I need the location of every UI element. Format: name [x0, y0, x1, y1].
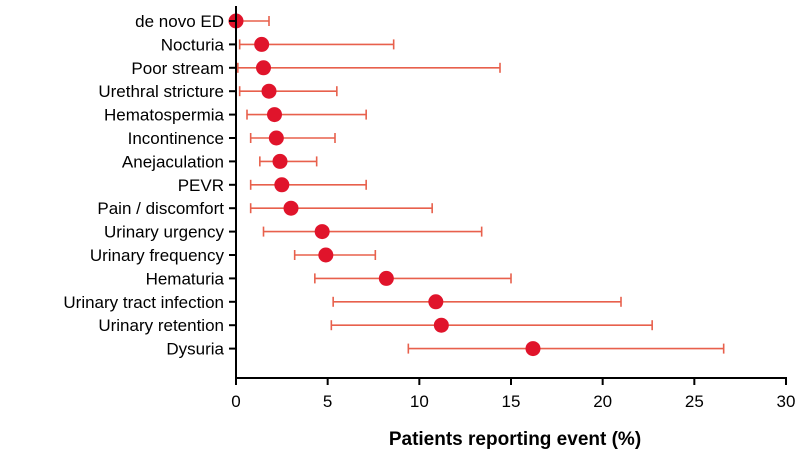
data-point — [433, 317, 449, 333]
data-point — [283, 200, 299, 216]
points-layer — [228, 13, 541, 357]
data-point — [525, 341, 541, 357]
data-point — [428, 294, 444, 310]
x-tick-label: 15 — [502, 392, 521, 411]
x-tick-label: 25 — [685, 392, 704, 411]
category-label: Hematuria — [146, 269, 225, 288]
data-point — [272, 153, 288, 169]
data-point — [318, 247, 334, 263]
x-axis-title: Patients reporting event (%) — [389, 429, 641, 450]
x-tick-label: 0 — [231, 392, 240, 411]
data-point — [267, 107, 282, 123]
category-label: Urinary tract infection — [63, 293, 224, 312]
category-label: Urethral stricture — [98, 82, 224, 101]
data-point — [261, 83, 277, 99]
category-label: Dysuria — [166, 340, 224, 359]
data-point — [256, 60, 271, 76]
x-tick-label: 5 — [323, 392, 332, 411]
x-ticks-layer: 0 5 10 15 20 25 30 — [231, 378, 795, 411]
error-bars-layer — [235, 16, 725, 354]
category-label: PEVR — [178, 176, 224, 195]
x-tick-label: 30 — [777, 392, 796, 411]
category-label: Incontinence — [128, 129, 224, 148]
data-point — [268, 130, 284, 146]
category-label: Pain / discomfort — [97, 199, 224, 218]
data-point — [314, 224, 330, 240]
data-point — [378, 270, 394, 286]
category-label: Poor stream — [131, 59, 224, 78]
category-label: Urinary frequency — [90, 246, 225, 265]
category-label: Urinary urgency — [104, 223, 224, 242]
category-label: Hematospermia — [104, 106, 225, 125]
x-tick-label: 20 — [593, 392, 612, 411]
x-tick-label: 10 — [410, 392, 429, 411]
category-label: Anejaculation — [122, 152, 224, 171]
category-label: Urinary retention — [98, 316, 224, 335]
category-label: Nocturia — [161, 35, 225, 54]
y-ticks-layer: de novo ED Nocturia Poor stream Urethral st… — [63, 12, 236, 359]
data-point — [274, 177, 290, 193]
category-label: de novo ED — [135, 12, 224, 31]
data-point — [254, 36, 270, 52]
